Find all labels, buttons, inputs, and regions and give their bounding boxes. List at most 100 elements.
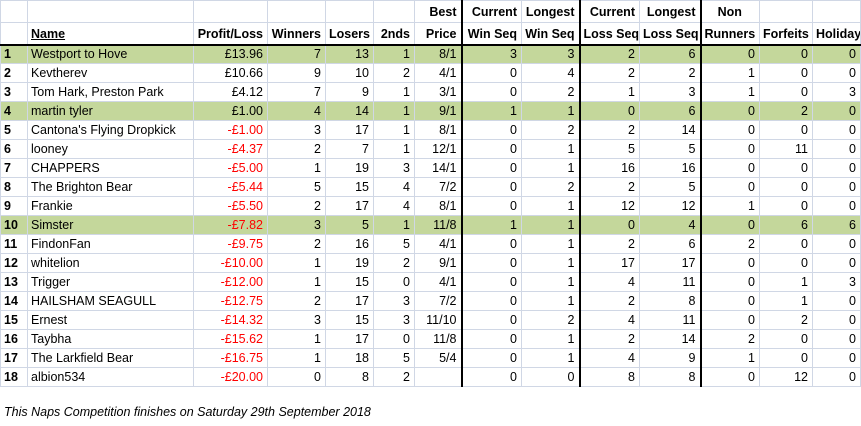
position-cell[interactable]: 17 [0,348,28,368]
current-win-seq-cell[interactable]: 0 [460,63,522,83]
current-loss-seq-cell[interactable]: 4 [579,310,640,330]
profit-loss-cell[interactable]: -£15.62 [193,329,268,349]
forfeits-cell[interactable]: 0 [759,253,813,273]
current-loss-seq-cell[interactable]: 0 [579,101,640,121]
position-cell[interactable]: 4 [0,101,28,121]
holiday-cell[interactable]: 0 [812,139,861,159]
profit-loss-cell[interactable]: -£7.82 [193,215,268,235]
longest-loss-seq-cell[interactable]: 9 [639,348,702,368]
winners-cell[interactable]: 1 [267,253,326,273]
winners-cell[interactable]: 5 [267,177,326,197]
forfeits-cell[interactable]: 2 [759,310,813,330]
position-cell[interactable]: 6 [0,139,28,159]
longest-loss-seq-cell[interactable]: 6 [639,101,702,121]
non-runners-cell[interactable]: 0 [700,158,760,178]
position-cell[interactable]: 3 [0,82,28,102]
name-cell[interactable]: HAILSHAM SEAGULL [27,291,194,311]
name-cell[interactable]: whitelion [27,253,194,273]
name-cell[interactable]: The Larkfield Bear [27,348,194,368]
winners-cell[interactable]: 1 [267,348,326,368]
profit-loss-cell[interactable]: -£1.00 [193,120,268,140]
losers-cell[interactable]: 15 [325,177,374,197]
longest-loss-seq-cell[interactable]: 8 [639,291,702,311]
profit-loss-cell[interactable]: -£14.32 [193,310,268,330]
holiday-cell[interactable]: 3 [812,272,861,292]
longest-win-seq-cell[interactable]: 2 [521,82,581,102]
winners-cell[interactable]: 2 [267,234,326,254]
profit-loss-cell[interactable]: -£16.75 [193,348,268,368]
winners-cell[interactable]: 2 [267,139,326,159]
losers-cell[interactable]: 18 [325,348,374,368]
position-cell[interactable]: 9 [0,196,28,216]
best-price-cell[interactable]: 9/1 [414,253,462,273]
best-price-cell[interactable]: 3/1 [414,82,462,102]
position-cell[interactable]: 8 [0,177,28,197]
non-runners-cell[interactable]: 2 [700,234,760,254]
non-runners-cell[interactable]: 0 [700,253,760,273]
non-runners-cell[interactable]: 0 [700,272,760,292]
longest-loss-seq-cell[interactable]: 5 [639,139,702,159]
seconds-cell[interactable]: 0 [373,329,415,349]
winners-cell[interactable]: 3 [267,215,326,235]
current-win-seq-cell[interactable]: 0 [460,82,522,102]
non-runners-cell[interactable]: 0 [700,120,760,140]
longest-loss-seq-cell[interactable]: 3 [639,82,702,102]
forfeits-cell[interactable]: 11 [759,139,813,159]
current-loss-seq-cell[interactable]: 16 [579,158,640,178]
current-win-seq-cell[interactable]: 0 [460,177,522,197]
seconds-cell[interactable]: 4 [373,177,415,197]
forfeits-cell[interactable]: 1 [759,272,813,292]
non-runners-cell[interactable]: 1 [700,196,760,216]
best-price-cell[interactable]: 14/1 [414,158,462,178]
non-runners-cell[interactable]: 0 [700,215,760,235]
longest-win-seq-cell[interactable]: 1 [521,101,581,121]
position-cell[interactable]: 7 [0,158,28,178]
longest-win-seq-cell[interactable]: 1 [521,234,581,254]
non-runners-cell[interactable]: 0 [700,177,760,197]
current-loss-seq-cell[interactable]: 2 [579,234,640,254]
losers-cell[interactable]: 17 [325,196,374,216]
current-win-seq-cell[interactable]: 1 [460,215,522,235]
longest-win-seq-cell[interactable]: 1 [521,291,581,311]
position-cell[interactable]: 16 [0,329,28,349]
longest-win-seq-cell[interactable]: 1 [521,272,581,292]
current-loss-seq-cell[interactable]: 8 [579,367,640,387]
seconds-cell[interactable]: 1 [373,139,415,159]
profit-loss-cell[interactable]: -£20.00 [193,367,268,387]
losers-cell[interactable]: 5 [325,215,374,235]
name-cell[interactable]: Ernest [27,310,194,330]
current-win-seq-cell[interactable]: 0 [460,139,522,159]
losers-cell[interactable]: 16 [325,234,374,254]
longest-loss-seq-cell[interactable]: 4 [639,215,702,235]
longest-win-seq-cell[interactable]: 0 [521,367,581,387]
name-cell[interactable]: Frankie [27,196,194,216]
non-runners-cell[interactable]: 0 [700,101,760,121]
current-loss-seq-cell[interactable]: 4 [579,348,640,368]
current-loss-seq-cell[interactable]: 0 [579,215,640,235]
forfeits-cell[interactable]: 2 [759,101,813,121]
position-cell[interactable]: 14 [0,291,28,311]
position-cell[interactable]: 1 [0,43,28,64]
forfeits-cell[interactable]: 0 [759,158,813,178]
position-cell[interactable]: 5 [0,120,28,140]
longest-win-seq-cell[interactable]: 1 [521,348,581,368]
losers-cell[interactable]: 19 [325,158,374,178]
name-cell[interactable]: Trigger [27,272,194,292]
winners-cell[interactable]: 7 [267,82,326,102]
seconds-cell[interactable]: 1 [373,120,415,140]
longest-win-seq-cell[interactable]: 1 [521,329,581,349]
name-cell[interactable]: The Brighton Bear [27,177,194,197]
position-cell[interactable]: 12 [0,253,28,273]
profit-loss-cell[interactable]: -£10.00 [193,253,268,273]
position-cell[interactable]: 10 [0,215,28,235]
non-runners-cell[interactable]: 1 [700,348,760,368]
longest-loss-seq-cell[interactable]: 6 [639,234,702,254]
best-price-cell[interactable]: 7/2 [414,291,462,311]
name-cell[interactable]: Tom Hark, Preston Park [27,82,194,102]
seconds-cell[interactable]: 5 [373,234,415,254]
seconds-cell[interactable]: 3 [373,310,415,330]
name-cell[interactable]: Cantona's Flying Dropkick [27,120,194,140]
holiday-cell[interactable]: 0 [812,196,861,216]
profit-loss-cell[interactable]: -£12.00 [193,272,268,292]
name-cell[interactable]: albion534 [27,367,194,387]
